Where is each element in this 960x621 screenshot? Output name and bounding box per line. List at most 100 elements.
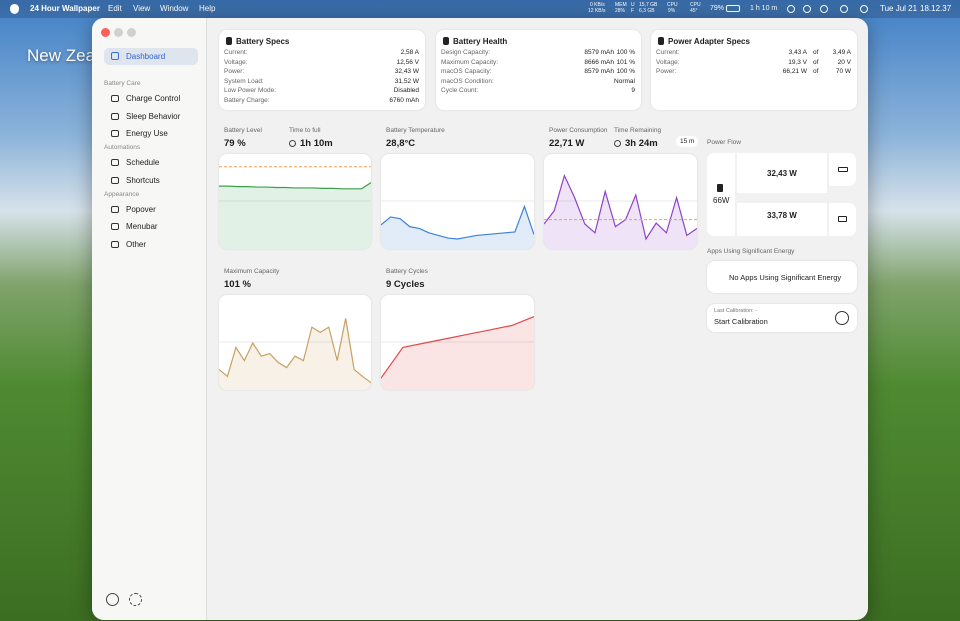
sidebar-item[interactable]: Menubar xyxy=(126,222,158,232)
spec-label: Battery Charge: xyxy=(224,96,270,104)
spec-value: 31,52 W xyxy=(394,77,419,85)
metric-label: Power Consumption xyxy=(549,127,608,134)
sidebar-selected[interactable] xyxy=(104,48,198,65)
net-up: 0 KB/s xyxy=(590,2,605,8)
power-button[interactable] xyxy=(106,593,119,606)
metric-value: 3h 24m xyxy=(625,138,658,149)
temp: 45° xyxy=(690,8,698,14)
calibration-last: Last Calibration: - xyxy=(714,308,758,314)
sidebar-icon xyxy=(111,95,119,102)
battery-glyph xyxy=(838,167,848,172)
sidebar-item[interactable]: Charge Control xyxy=(126,94,181,103)
cpu: 9% xyxy=(668,8,676,14)
spark-area xyxy=(381,206,534,249)
laptop-target xyxy=(829,203,856,236)
sidebar-icon xyxy=(111,176,119,184)
settings-button[interactable] xyxy=(129,593,142,606)
sidebar-icon xyxy=(111,205,119,213)
spec-card xyxy=(651,30,857,110)
status-icon xyxy=(860,5,868,13)
card-title: Battery Specs xyxy=(236,37,290,46)
spec-of: of xyxy=(813,68,819,75)
battery-percent: 79% xyxy=(710,5,725,12)
spark-card xyxy=(219,295,371,390)
spec-value: 32,43 W xyxy=(394,68,419,75)
spec-label: Maximum Capacity: xyxy=(441,58,499,66)
spec-value: 6760 mAh xyxy=(389,96,419,104)
battery-target xyxy=(829,153,856,186)
flow-system-value: 33,78 W xyxy=(767,211,797,220)
sparkline xyxy=(381,316,534,390)
apps-message: No Apps Using Significant Energy xyxy=(729,273,842,282)
metric-label: Time to full xyxy=(289,127,321,134)
spec-max: 70 W xyxy=(835,68,851,75)
clock-icon xyxy=(614,140,621,147)
interval-badge[interactable]: 15 m xyxy=(676,136,699,147)
play-button[interactable] xyxy=(835,311,849,325)
sparkline xyxy=(381,200,534,249)
flow-system xyxy=(737,203,827,236)
free: 6,3 GB xyxy=(639,8,655,14)
card-icon xyxy=(658,37,664,45)
calibration-action[interactable]: Start Calibration xyxy=(714,317,768,326)
sidebar-item[interactable]: Schedule xyxy=(126,158,160,168)
spec-label: Current: xyxy=(656,49,680,56)
spec-value: Disabled xyxy=(393,87,419,94)
battery-time: 1 h 10 m xyxy=(750,5,778,12)
sidebar-item[interactable]: Energy Use xyxy=(126,129,168,139)
menu-app[interactable]: 24 Hour Wallpaper xyxy=(30,4,100,13)
section-label: Power Flow xyxy=(707,139,741,146)
sparkline xyxy=(219,166,371,249)
metric-value: 1h 10m xyxy=(300,138,333,149)
spec-value: 19,3 V xyxy=(788,58,807,66)
metric-value: 28,8°C xyxy=(386,138,416,149)
metric-label: Battery Temperature xyxy=(386,127,445,134)
sidebar-item[interactable]: Shortcuts xyxy=(126,175,160,185)
sparkline xyxy=(544,173,697,249)
sidebar-item[interactable]: Dashboard xyxy=(126,52,166,61)
menu-item[interactable]: Help xyxy=(199,4,216,13)
window-button[interactable] xyxy=(114,28,123,37)
spark-card xyxy=(381,295,534,390)
window-button[interactable] xyxy=(127,28,136,37)
spec-label: Power: xyxy=(224,68,245,75)
window-button[interactable] xyxy=(101,28,110,37)
spec-label: Design Capacity: xyxy=(441,49,491,56)
sidebar-item[interactable]: Popover xyxy=(126,204,156,214)
spec-value: 12,56 V xyxy=(396,58,419,66)
spark-area xyxy=(544,175,697,249)
status-icon xyxy=(803,5,811,13)
spec-label: Cycle Count: xyxy=(441,87,479,94)
sidebar-section: Automations xyxy=(104,144,141,152)
section-label: Apps Using Significant Energy xyxy=(707,248,795,255)
menu-item[interactable]: View xyxy=(133,4,151,13)
metric-label: Maximum Capacity xyxy=(224,268,280,275)
spark-area xyxy=(219,318,371,390)
card-title: Battery Health xyxy=(453,37,508,46)
spark-card xyxy=(544,154,697,249)
status-icon xyxy=(820,5,828,13)
time: 18.12.37 xyxy=(920,4,952,13)
card-icon xyxy=(443,37,449,45)
spec-label: macOS Capacity: xyxy=(441,68,492,75)
sidebar-panel xyxy=(92,18,207,620)
battery-icon xyxy=(726,5,740,12)
sidebar-item[interactable]: Other xyxy=(126,239,147,249)
temp-label: CPU xyxy=(690,2,701,8)
mem-label: MEM xyxy=(615,2,627,8)
spec-value: 3,43 A xyxy=(788,49,807,56)
spec-value: 2,58 A xyxy=(400,49,419,56)
spark-card xyxy=(381,154,534,249)
spec-percent: 101 % xyxy=(616,58,635,66)
sidebar-item[interactable]: Sleep Behavior xyxy=(126,111,181,121)
spec-percent: 100 % xyxy=(616,49,635,56)
used: 15,7 GB xyxy=(639,2,658,8)
spec-value: 8579 mAh xyxy=(584,68,614,75)
menu-item[interactable]: Window xyxy=(160,4,189,13)
metric-value: 9 Cycles xyxy=(386,279,425,290)
spec-value: Normal xyxy=(614,77,635,85)
plug-icon xyxy=(717,184,723,192)
menu-item[interactable]: Edit xyxy=(108,4,122,13)
flow-battery-value: 32,43 W xyxy=(767,169,797,178)
